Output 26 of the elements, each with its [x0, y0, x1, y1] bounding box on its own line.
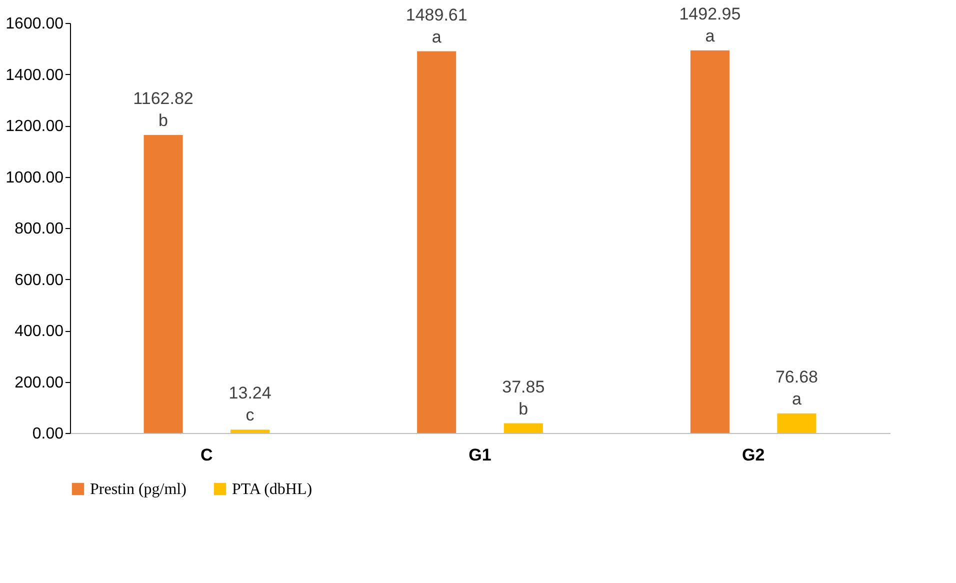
- y-tick-label: 1400.00: [6, 66, 64, 84]
- x-tick-label: G1: [468, 446, 492, 464]
- bar: [230, 430, 270, 433]
- y-tick-label: 800.00: [14, 220, 64, 238]
- bar: [144, 135, 183, 433]
- bar: [504, 423, 543, 433]
- x-tick-label: C: [200, 446, 213, 464]
- y-tick-label: 1200.00: [6, 118, 64, 135]
- data-label: 37.85 b: [502, 377, 545, 418]
- y-tick-label: 400.00: [14, 323, 64, 340]
- legend-label: PTA (dbHL): [232, 481, 312, 498]
- data-label: 1162.82 b: [133, 89, 194, 130]
- data-label: 1489.61 a: [406, 5, 468, 46]
- data-label: 76.68 a: [775, 367, 818, 408]
- bar: [417, 51, 456, 433]
- y-tick-label: 600.00: [14, 272, 64, 289]
- bar: [777, 413, 816, 433]
- data-label: 13.24 c: [228, 384, 272, 425]
- y-tick-label: 1600.00: [6, 16, 64, 32]
- y-tick-label: 200.00: [14, 374, 64, 392]
- legend-label: Prestin (pg/ml): [90, 481, 186, 498]
- y-tick-label: 0.00: [32, 426, 64, 442]
- data-label: 1492.95 a: [679, 4, 741, 46]
- bar: [690, 50, 730, 433]
- y-tick-label: 1000.00: [6, 169, 64, 186]
- x-tick-label: G2: [742, 446, 765, 464]
